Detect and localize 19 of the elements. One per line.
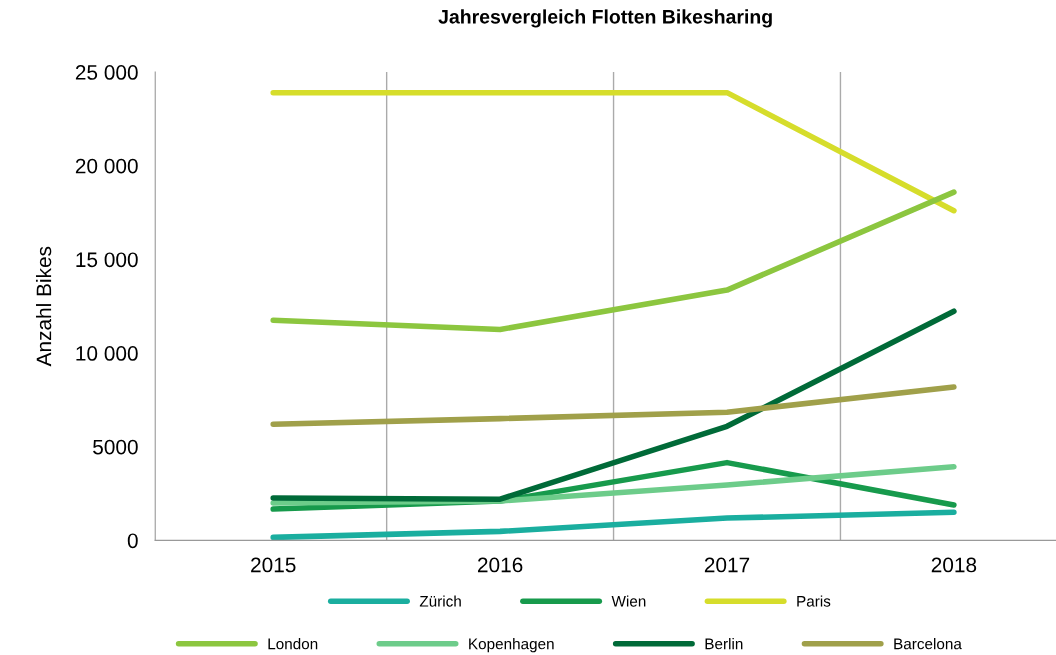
x-tick-label: 2015 [251,557,296,573]
x-tick-label: 2016 [477,557,523,573]
legend-label: Berlin [705,638,743,650]
legend-label: Wien [611,595,646,607]
x-tick-label: 2018 [931,557,977,573]
y-tick-label: 25 000 [75,65,138,80]
y-tick-label: 5000 [93,439,138,455]
legend-label: Barcelona [894,638,962,650]
y-tick-label: 10 000 [76,346,138,361]
legend-label: London [268,638,318,650]
legend-label: Paris [797,595,831,607]
legend-label: Kopenhagen [469,638,554,653]
x-tick-label: 2017 [704,557,750,573]
chart-title: Jahresvergleich Flotten Bikesharing [438,9,772,28]
y-tick-label: 0 [127,533,138,549]
y-axis-title: Anzahl Bikes [35,246,52,367]
y-tick-label: 15 000 [76,252,138,268]
y-tick-label: 20 000 [75,158,138,174]
legend-label: Zürich [419,595,461,607]
